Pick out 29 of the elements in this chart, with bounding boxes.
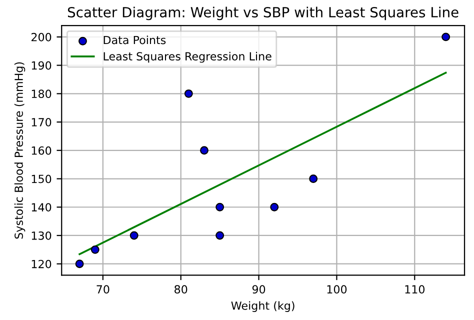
x-tick-label: 110 [405,285,425,294]
x-tick-label: 70 [96,285,110,294]
y-tick-label: 150 [32,174,52,184]
y-tick-label: 120 [32,260,52,268]
chart-title: Scatter Diagram: Weight vs SBP with Least Squares Line [68,6,458,20]
point [442,32,450,42]
y-tick-label: 160 [32,146,52,155]
point [130,231,138,240]
point [200,146,208,155]
point [75,260,84,268]
x-tick-label: 100 [327,285,347,294]
point [216,231,224,240]
y-tick-label: 180 [32,90,52,98]
x-tick-label: 90 [252,285,266,294]
x-tick-label: 80 [174,285,188,294]
y-tick-label: 130 [32,231,52,240]
y-tick-label: 140 [32,203,52,212]
point [309,174,318,183]
point [270,202,279,212]
point [90,245,100,254]
x-axis-title: Weight (kg) [231,301,294,312]
y-tick-label: 200 [32,32,52,42]
legend-label: Data Points [104,36,166,44]
y-axis-title: Systolic Blood Pressure (mmHg) [14,62,26,239]
y-tick-label: 170 [32,118,52,126]
point [184,89,193,98]
point [216,202,224,212]
legend-label: Least Squares Regression Line [104,52,272,63]
y-tick-label: 190 [32,61,52,70]
